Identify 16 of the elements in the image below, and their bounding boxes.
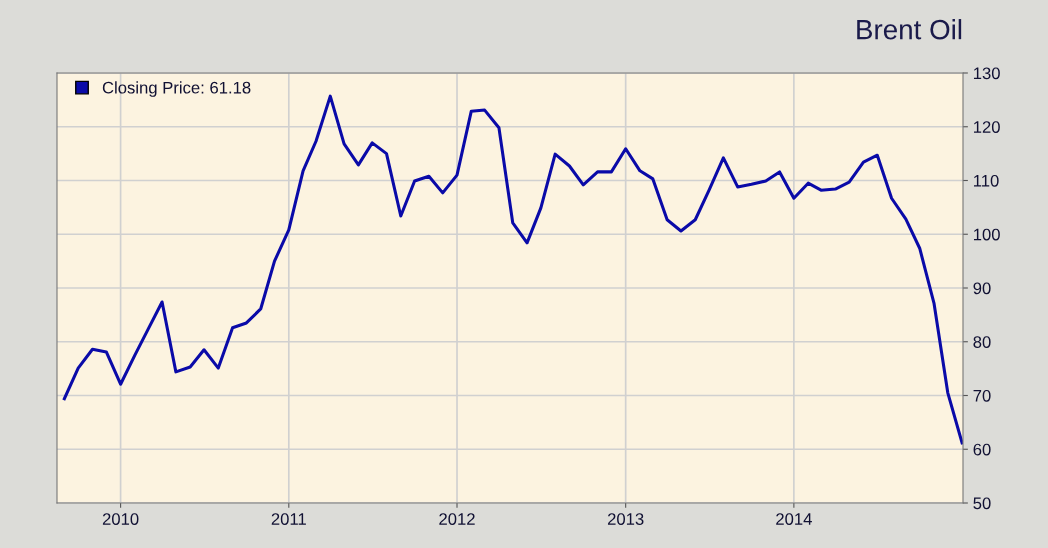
y-tick-label: 130 [973,67,1000,80]
x-tick-label: 2010 [102,513,139,525]
y-tick-label: 70 [973,389,991,402]
y-tick-label: 110 [973,174,999,187]
x-tick-label: 2011 [271,513,306,525]
y-tick-label: 80 [973,336,991,348]
y-tick-label: 120 [973,121,1000,133]
legend-label: Closing Price: 61.18 [102,81,251,97]
y-tick-label: 50 [973,497,991,510]
x-tick-label: 2013 [607,513,644,525]
x-tick-label: 2012 [439,513,475,525]
y-tick-label: 60 [973,443,991,456]
y-tick-label: 100 [973,228,1000,241]
chart-title: Brent Oil [857,19,962,40]
y-tick-label: 90 [973,282,991,295]
x-tick-label: 2014 [776,513,812,525]
